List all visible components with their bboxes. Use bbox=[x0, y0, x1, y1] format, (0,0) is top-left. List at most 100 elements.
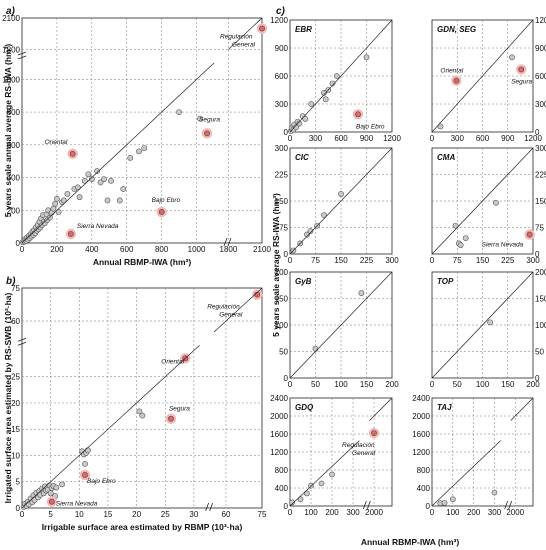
highlighted-point bbox=[48, 498, 55, 505]
x-tick-label: 2000 bbox=[506, 508, 524, 517]
data-point bbox=[462, 235, 469, 241]
data-point bbox=[82, 460, 88, 467]
highlighted-point bbox=[371, 430, 377, 436]
data-point bbox=[303, 490, 310, 497]
data-point bbox=[318, 480, 325, 487]
highlighted-point bbox=[82, 472, 88, 478]
subplot-title: GDN, SEG bbox=[437, 25, 476, 34]
panel-label-a: a) bbox=[6, 6, 16, 17]
y-tick-label: 0 bbox=[16, 504, 21, 513]
y-tick-label: 0 bbox=[284, 374, 289, 383]
data-point bbox=[358, 290, 365, 297]
panel-label-c: c) bbox=[276, 6, 286, 17]
x-axis-title: Irrigable surface area estimated by RBMP… bbox=[42, 522, 243, 532]
y-tick-label: 150 bbox=[535, 197, 546, 206]
y-tick-label: 0 bbox=[284, 250, 289, 259]
one-to-one-line bbox=[289, 440, 360, 507]
subplot-title: CIC bbox=[295, 153, 309, 162]
x-tick-label: 600 bbox=[120, 245, 134, 254]
y-tick-label: 600 bbox=[7, 141, 21, 150]
y-tick-label: 1800 bbox=[2, 46, 20, 55]
annotation-label: Oriental bbox=[440, 68, 463, 75]
highlighted-point bbox=[259, 25, 265, 32]
y-tick-label: 1600 bbox=[412, 430, 430, 439]
data-point bbox=[50, 205, 57, 212]
x-tick-label: 225 bbox=[360, 256, 374, 265]
y-tick-label: 1200 bbox=[270, 448, 288, 457]
data-point bbox=[101, 176, 107, 183]
data-point bbox=[88, 176, 95, 183]
y-tick-label: 0 bbox=[535, 250, 540, 259]
data-point bbox=[437, 123, 444, 130]
y-tick-label: 75 bbox=[279, 224, 288, 233]
y-tick-label: 2400 bbox=[412, 394, 430, 403]
data-point bbox=[296, 120, 303, 127]
x-tick-label: 1200 bbox=[524, 134, 542, 143]
y-tick-label: 200 bbox=[7, 206, 21, 215]
x-tick-label: 0 bbox=[430, 380, 435, 389]
data-point bbox=[52, 200, 59, 207]
axis-break-y bbox=[17, 337, 27, 346]
x-tick-label: 2100 bbox=[253, 245, 271, 254]
data-point bbox=[127, 155, 134, 161]
x-tick-label: 300 bbox=[385, 256, 399, 265]
data-point bbox=[452, 222, 459, 229]
one-to-one-line bbox=[431, 271, 534, 379]
x-tick-label: 200 bbox=[526, 380, 540, 389]
y-tick-label: 0 bbox=[535, 128, 540, 137]
annotation-label: Sierra Nevada bbox=[56, 501, 98, 508]
y-tick-label: 20 bbox=[11, 399, 20, 408]
annotation-label: General bbox=[219, 312, 243, 319]
data-point bbox=[363, 54, 370, 61]
x-tick-label: 300 bbox=[309, 134, 323, 143]
y-tick-label: 300 bbox=[275, 100, 289, 109]
x-tick-label: 50 bbox=[453, 380, 462, 389]
data-point bbox=[457, 242, 464, 249]
data-point bbox=[491, 489, 498, 496]
x-tick-label: 50 bbox=[311, 380, 320, 389]
y-tick-label: 300 bbox=[535, 100, 546, 109]
data-point bbox=[329, 80, 336, 87]
x-tick-label: 0 bbox=[288, 256, 293, 265]
one-to-one-line bbox=[369, 397, 393, 421]
highlighted-point bbox=[453, 77, 460, 84]
data-point bbox=[441, 499, 448, 506]
annotation-label: General bbox=[352, 450, 376, 457]
y-tick-label: 100 bbox=[275, 321, 289, 330]
data-point bbox=[136, 148, 142, 155]
y-tick-label: 2000 bbox=[270, 412, 288, 421]
y-tick-label: 150 bbox=[275, 197, 289, 206]
one-to-one-line bbox=[289, 271, 393, 379]
data-point bbox=[97, 179, 104, 186]
data-point bbox=[104, 197, 111, 204]
y-tick-label: 900 bbox=[535, 44, 546, 53]
x-tick-label: 150 bbox=[360, 380, 374, 389]
data-point bbox=[55, 209, 62, 215]
data-point bbox=[59, 481, 66, 488]
annotation-label: Segura bbox=[199, 116, 220, 123]
one-to-one-line bbox=[431, 147, 534, 255]
one-to-one-line bbox=[213, 287, 263, 333]
panel-frame bbox=[289, 397, 393, 507]
x-tick-label: 900 bbox=[501, 134, 515, 143]
x-tick-label: 300 bbox=[451, 134, 465, 143]
highlighted-point bbox=[518, 66, 525, 73]
x-tick-label: 150 bbox=[501, 380, 515, 389]
y-tick-label: 400 bbox=[7, 174, 21, 183]
x-tick-label: 300 bbox=[488, 508, 502, 517]
highlighted-point bbox=[158, 209, 165, 215]
x-tick-label: 600 bbox=[476, 134, 490, 143]
data-point bbox=[487, 319, 493, 326]
data-point bbox=[302, 116, 309, 122]
subplot-title: TOP bbox=[437, 277, 454, 286]
data-point bbox=[84, 447, 91, 454]
x-tick-label: 150 bbox=[476, 256, 490, 265]
y-tick-label: 200 bbox=[275, 268, 289, 277]
data-point bbox=[81, 177, 88, 184]
y-tick-label: 0 bbox=[535, 374, 540, 383]
x-tick-label: 300 bbox=[526, 256, 540, 265]
x-tick-label: 30 bbox=[189, 510, 198, 519]
subplot-title: EBR bbox=[295, 25, 312, 34]
y-tick-label: 2100 bbox=[2, 14, 20, 23]
one-to-one-line bbox=[228, 17, 263, 50]
